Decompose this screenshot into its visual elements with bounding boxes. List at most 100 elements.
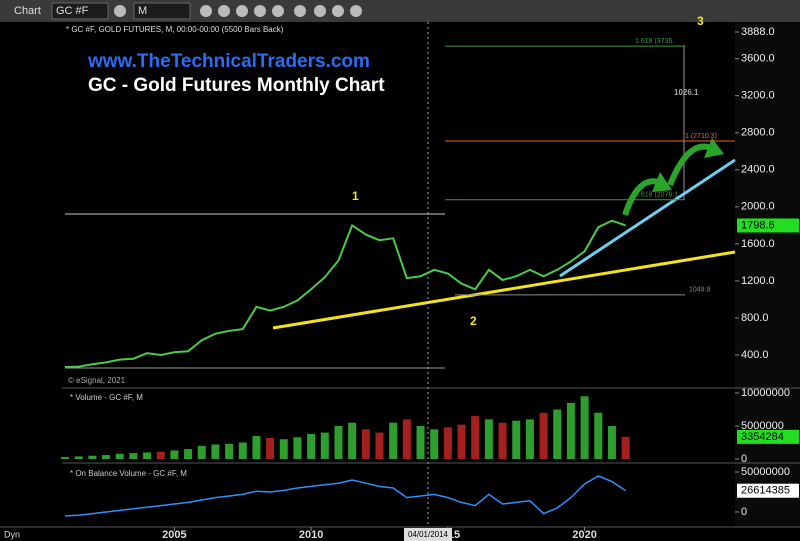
arrow-head: [704, 138, 724, 158]
volume-bar: [238, 442, 247, 460]
level-label: 1049.9: [689, 287, 711, 294]
volume-bar: [402, 419, 411, 460]
app-label: Chart: [14, 5, 41, 17]
volume-bar: [211, 444, 220, 460]
volume-bar: [553, 409, 562, 460]
volume-bar: [512, 420, 521, 460]
symbol-input[interactable]: [51, 2, 109, 20]
panel-title: * Volume - GC #F, M: [70, 393, 143, 402]
volume-bar: [348, 422, 357, 460]
last-value-box: [737, 483, 799, 498]
y-tick-label: 0: [741, 506, 747, 518]
y-tick-label: 400.0: [741, 349, 769, 361]
icon[interactable]: [314, 5, 326, 17]
volume-bar: [156, 451, 165, 460]
volume-bar: [539, 412, 548, 460]
volume-bar: [252, 435, 261, 460]
y-tick-label: 2400.0: [741, 164, 775, 176]
icon[interactable]: [200, 5, 212, 17]
last-value-box: [737, 429, 799, 444]
icon[interactable]: [294, 5, 306, 17]
level-label: 1.618 (3736.: [635, 38, 674, 45]
symbol-text: GC #F: [56, 5, 89, 17]
volume-bar: [184, 449, 193, 460]
icon[interactable]: [114, 5, 126, 17]
y-tick-label: 1600.0: [741, 238, 775, 250]
volume-bar: [225, 443, 234, 460]
y-tick-label: 2000.0: [741, 201, 775, 213]
chart-title: GC - Gold Futures Monthly Chart: [88, 75, 385, 96]
volume-bar: [307, 433, 316, 460]
volume-bar: [143, 452, 152, 460]
volume-bar: [334, 426, 343, 460]
chart-header: * GC #F, GOLD FUTURES, M, 00:00-00:00 (5…: [66, 25, 284, 34]
y-tick-label: 10000000: [741, 387, 790, 399]
volume-bar: [197, 445, 206, 460]
annotation: 2: [470, 314, 477, 328]
credit: © eSignal, 2021: [68, 376, 126, 385]
level-label: 0.618 (2076.1: [635, 192, 678, 199]
y-tick-label: 0: [741, 453, 747, 465]
volume-bar: [293, 437, 302, 460]
icon[interactable]: [350, 5, 362, 17]
cursor-box: [404, 528, 452, 541]
volume-bar: [170, 450, 179, 460]
y-tick-label: 3200.0: [741, 90, 775, 102]
y-tick-label: 3888.0: [741, 26, 775, 38]
y-tick-label: 800.0: [741, 312, 769, 324]
y-tick-label: 2800.0: [741, 127, 775, 139]
last-value-label: 3354284: [741, 431, 784, 443]
volume-bar: [61, 457, 69, 460]
trend-line: [272, 250, 736, 330]
volume-bar: [129, 453, 138, 460]
trend-line: [559, 158, 736, 278]
series-line: [64, 219, 626, 369]
series-line: [64, 475, 627, 517]
annotation: 3: [697, 14, 704, 28]
volume-bar: [498, 422, 507, 460]
last-value-box: [737, 218, 799, 233]
icon[interactable]: [272, 5, 284, 17]
annotation: 1: [352, 189, 359, 203]
volume-bar: [375, 432, 384, 460]
last-value-label: 1798.6: [741, 219, 775, 231]
volume-bar: [443, 427, 452, 460]
volume-bar: [266, 437, 275, 460]
annotation: 1026.1: [674, 88, 699, 97]
volume-bar: [88, 455, 97, 460]
volume-bar: [102, 455, 111, 460]
y-tick-label: 50000000: [741, 466, 790, 478]
volume-bar: [607, 426, 616, 460]
icon[interactable]: [332, 5, 344, 17]
plot: 400.0 800.0 1200.0 1600.0 2000.0 2400.0 2800.0…: [61, 14, 799, 541]
volume-bar: [389, 422, 398, 460]
volume-bar: [594, 412, 603, 460]
level-label: 1 (2710.3): [685, 133, 717, 140]
volume-bar: [525, 419, 534, 460]
x-tick-label: 2005: [162, 529, 186, 541]
toolbar-icons: [114, 5, 362, 17]
volume-bar: [74, 456, 83, 460]
x-tick-label: 2020: [572, 529, 596, 541]
arrow-head: [652, 172, 672, 192]
y-tick-label: 5000000: [741, 420, 784, 432]
volume-bar: [457, 424, 466, 460]
volume-bar: [484, 419, 493, 460]
cursor-label: 04/01/2014: [408, 530, 449, 539]
volume-bar: [471, 416, 480, 460]
volume-bar: [320, 432, 329, 460]
footer: Dyn: [4, 529, 20, 539]
volume-bar: [115, 453, 124, 460]
last-value-label: 26614385: [741, 485, 790, 497]
icon[interactable]: [236, 5, 248, 17]
toolbar: [0, 0, 800, 22]
icon[interactable]: [254, 5, 266, 17]
volume-bar: [621, 436, 630, 460]
chart-subtitle: www.TheTechnicalTraders.com: [87, 51, 370, 72]
volume-bar: [279, 439, 288, 460]
interval-input[interactable]: [133, 2, 191, 20]
volume-bar: [430, 429, 439, 460]
icon[interactable]: [218, 5, 230, 17]
